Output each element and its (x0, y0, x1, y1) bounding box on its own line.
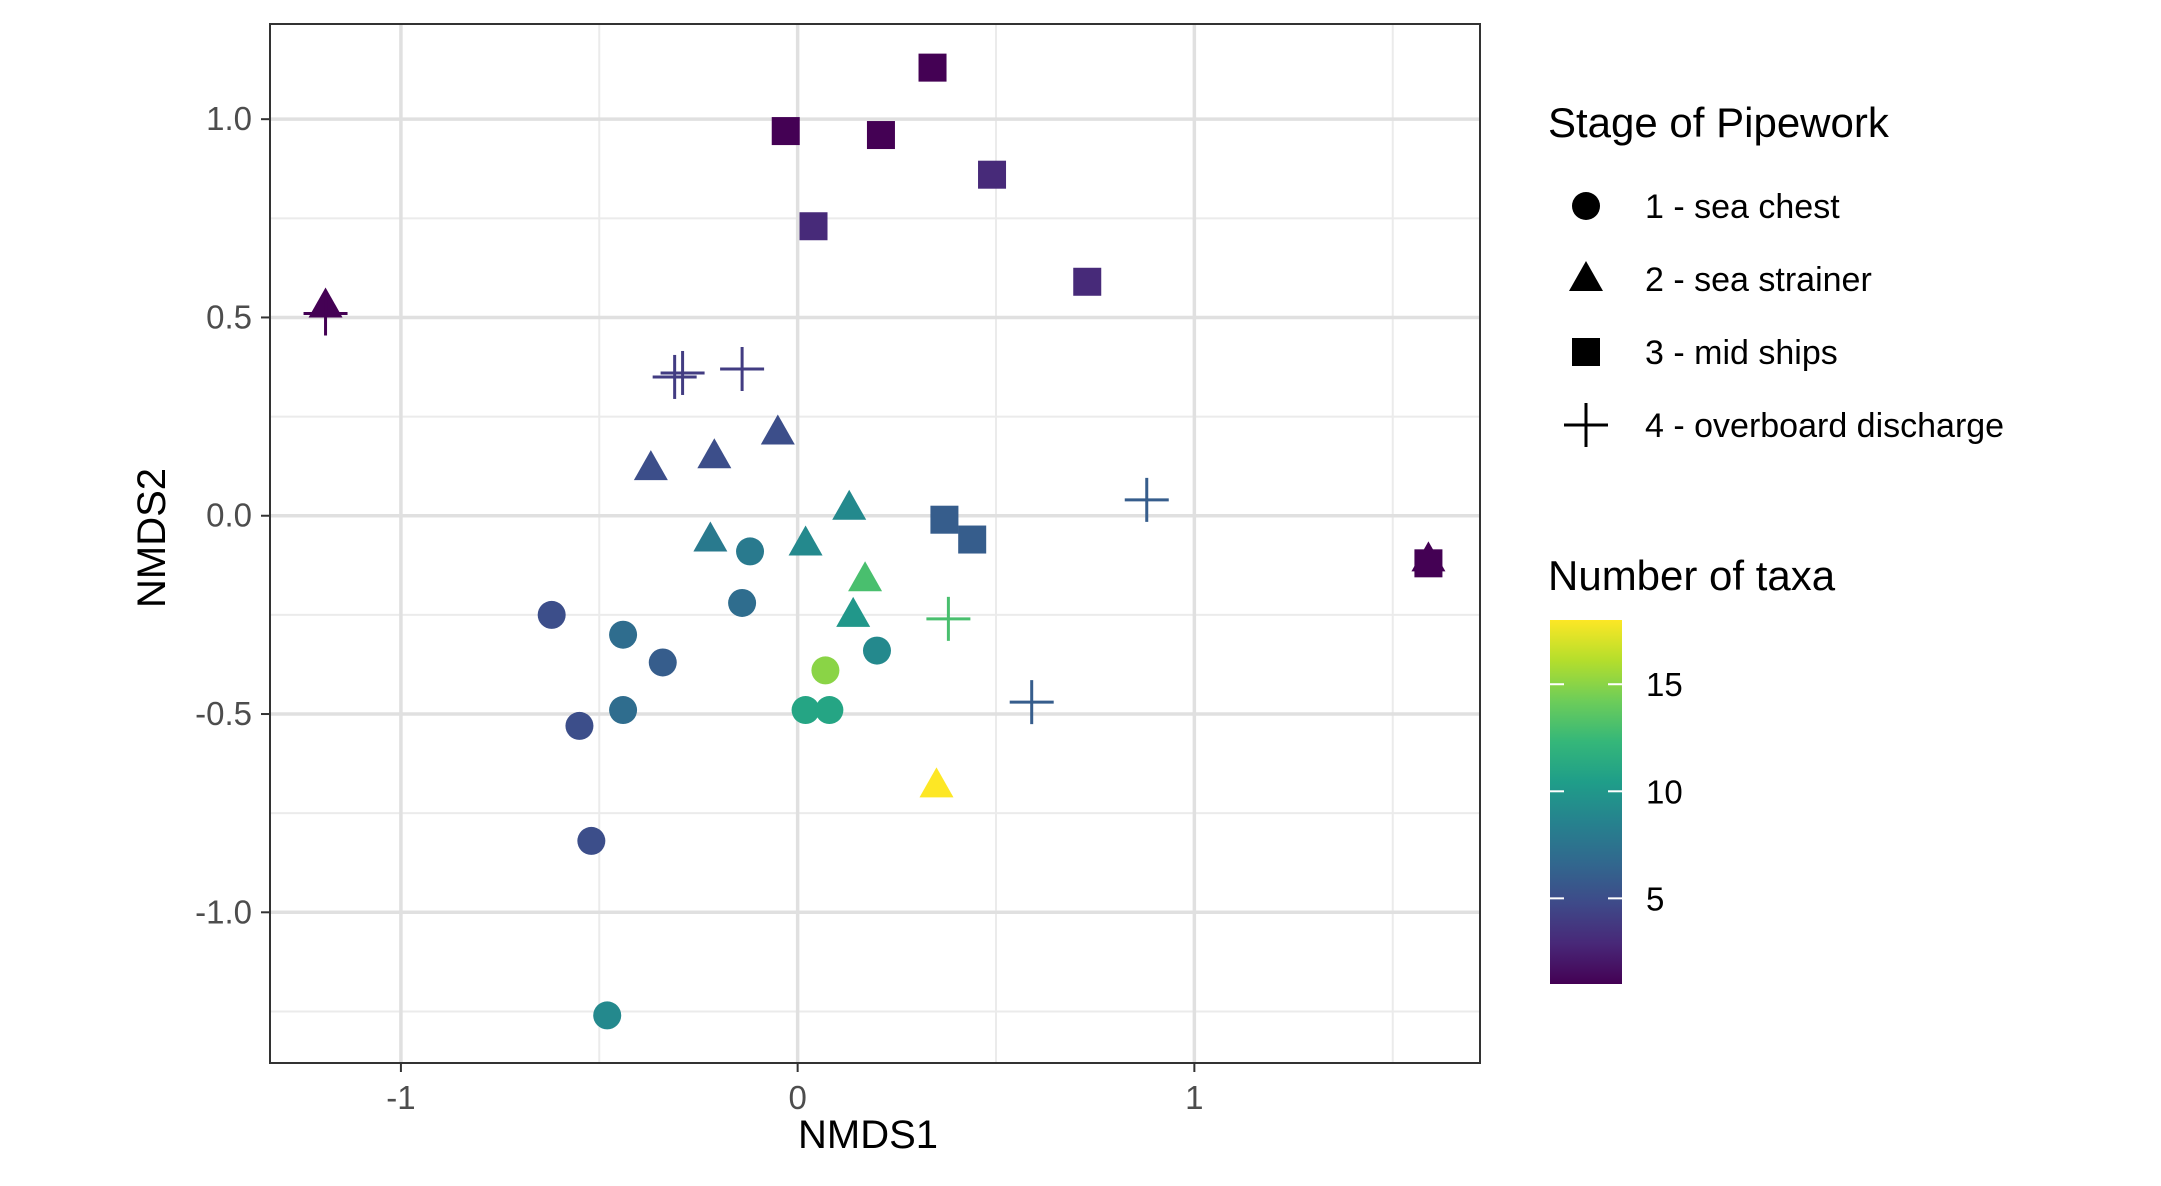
legend-shape-title: Stage of Pipework (1548, 99, 1890, 146)
data-point-plus (1124, 477, 1169, 522)
data-point-circle (648, 648, 677, 677)
data-point-triangle (848, 561, 883, 592)
colorbar-tick-label: 5 (1646, 880, 1664, 917)
data-point-square (1414, 549, 1443, 578)
data-point-circle (728, 588, 757, 617)
data-point-square (799, 212, 828, 241)
data-point-plus (660, 350, 705, 395)
colorbar (1550, 620, 1622, 984)
legend-shape-label: 3 - mid ships (1645, 334, 1838, 372)
data-point-plus (720, 347, 765, 392)
data-point-plus (926, 596, 971, 641)
data-point-circle (593, 1001, 622, 1030)
data-point-triangle (832, 489, 867, 520)
data-point-square (1073, 267, 1102, 296)
x-axis-title: NMDS1 (798, 1113, 938, 1157)
data-point-square (866, 121, 895, 150)
colorbar-tick-label: 15 (1646, 666, 1683, 703)
data-point-circle (577, 826, 606, 855)
x-tick-label: 0 (788, 1079, 806, 1116)
legend-color: Number of taxa 5 10 15 (1548, 552, 1836, 984)
data-point-triangle (836, 596, 871, 627)
colorbar-tick-label: 10 (1646, 773, 1683, 810)
data-point-triangle (633, 450, 668, 481)
axis-layer: -1 0 1 -1.0 -0.5 0.0 0.5 1.0 (195, 100, 1203, 1116)
legend-shape: Stage of Pipework 1 - sea chest 2 - sea s… (1548, 99, 2004, 447)
data-point-triangle (788, 525, 823, 556)
legend-key-triangle (1569, 261, 1603, 291)
data-point-plus (1009, 680, 1054, 725)
data-point-circle (815, 696, 844, 725)
data-point-triangle (760, 414, 795, 445)
legend-shape-label: 4 - overboard discharge (1645, 407, 2004, 445)
legend-shape-label: 2 - sea strainer (1645, 261, 1872, 299)
data-point-triangle (919, 767, 954, 798)
data-point-circle (811, 656, 840, 685)
data-point-triangle (693, 521, 728, 552)
y-tick-label: 0.5 (206, 298, 252, 335)
data-point-square (918, 53, 947, 82)
grid-layer (270, 24, 1480, 1063)
x-tick-label: -1 (386, 1079, 415, 1116)
data-point-square (771, 117, 800, 146)
legend-key-plus (1564, 403, 1608, 447)
data-point-square (978, 160, 1007, 189)
panel-border (269, 23, 1481, 1064)
data-point-plus (303, 291, 348, 336)
legend-key-square (1572, 338, 1600, 366)
data-point-circle (609, 620, 638, 649)
data-point-square (930, 505, 959, 534)
x-tick-label: 1 (1185, 1079, 1203, 1116)
data-point-circle (736, 537, 765, 566)
colorbar-ticks: 5 10 15 (1550, 666, 1683, 917)
data-point-circle (791, 696, 820, 725)
legend-key-circle (1572, 192, 1600, 220)
legend-shape-entries: 1 - sea chest 2 - sea strainer 3 - mid shi… (1564, 188, 2004, 447)
y-tick-label: -0.5 (195, 695, 252, 732)
data-point-triangle (697, 438, 732, 469)
data-point-circle (537, 600, 566, 629)
y-tick-label: -1.0 (195, 893, 252, 930)
legend-color-title: Number of taxa (1548, 552, 1836, 599)
data-point-circle (609, 696, 638, 725)
data-point-circle (565, 711, 594, 740)
y-axis-title: NMDS2 (130, 468, 174, 608)
legend-shape-label: 1 - sea chest (1645, 188, 1840, 226)
y-tick-label: 1.0 (206, 100, 252, 137)
data-point-plus (652, 354, 697, 399)
data-point-circle (862, 636, 891, 665)
y-tick-label: 0.0 (206, 497, 252, 534)
data-point-square (958, 525, 987, 554)
points-layer (303, 53, 1446, 1030)
